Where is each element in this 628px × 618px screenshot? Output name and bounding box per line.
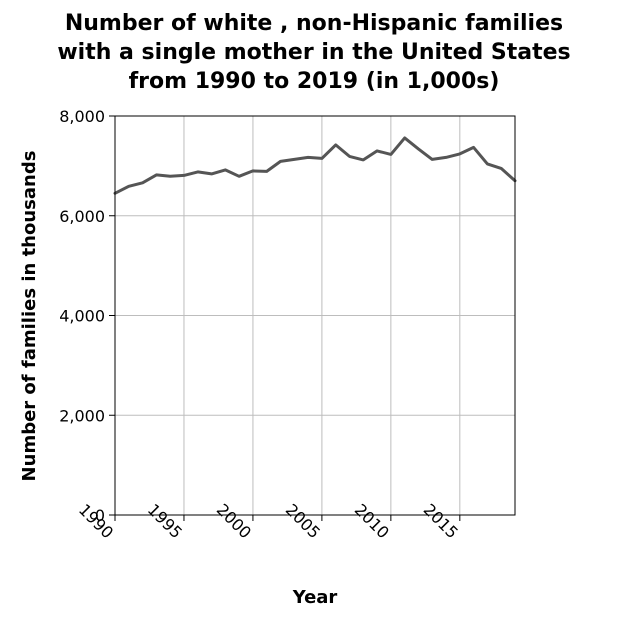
series-line (113, 136, 517, 195)
y-tick-label: 4,000 (59, 307, 105, 326)
chart-title-line-3: from 1990 to 2019 (in 1,000s) (129, 69, 500, 94)
chart-title-line-2: with a single mother in the United State… (57, 40, 570, 65)
chart-title-line-1: Number of white , non-Hispanic families (65, 11, 563, 36)
x-tick-label: 1990 (75, 500, 117, 542)
series-layer (113, 136, 517, 195)
gridlines (114, 115, 515, 516)
y-tick-label: 0 (95, 506, 105, 525)
chart-title: Number of white , non-Hispanic families … (57, 11, 570, 94)
y-tick-label: 6,000 (59, 207, 105, 226)
y-axis: 0 2,000 4,000 6,000 8,000 (59, 107, 115, 525)
y-tick-label: 2,000 (59, 406, 105, 425)
y-tick-label: 8,000 (59, 107, 105, 126)
x-axis-label: Year (292, 587, 338, 608)
y-axis-label: Number of families in thousands (19, 151, 40, 482)
